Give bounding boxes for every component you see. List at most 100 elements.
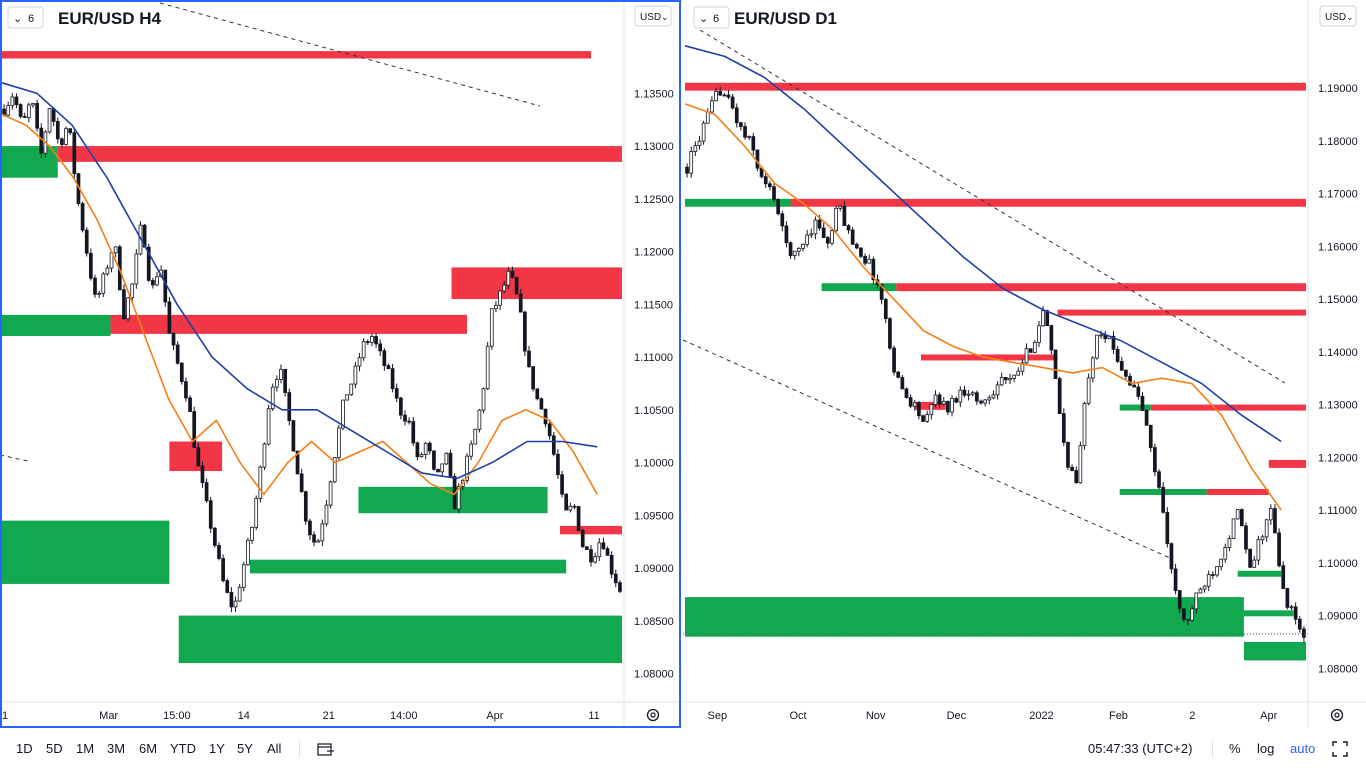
candle-body — [966, 393, 971, 396]
candle-body — [171, 332, 176, 346]
candle-body — [576, 506, 581, 532]
candle-body — [722, 94, 727, 97]
candle-body — [370, 336, 374, 343]
candle-body — [386, 365, 391, 370]
candle-body — [772, 186, 776, 200]
range-1m-button[interactable]: 1M — [76, 741, 95, 756]
candle-body — [689, 151, 694, 174]
range-3m-button[interactable]: 3M — [107, 741, 126, 756]
candle-body — [481, 388, 486, 411]
candle-body — [1219, 558, 1223, 568]
candle-body — [780, 213, 785, 227]
candle-body — [1252, 559, 1257, 568]
x-tick-label: 21 — [0, 710, 8, 722]
ma-fast-line — [1, 113, 598, 496]
x-tick-label: 2022 — [1029, 710, 1053, 722]
chart-panel-h4[interactable]: 1.13500 1.13000 1.12500 1.12000 1.11500 1.110… — [0, 0, 681, 730]
candle-body — [89, 252, 93, 279]
candle-body — [1032, 341, 1037, 353]
chevron-down-icon: ⌄ — [661, 12, 669, 22]
candle-body — [527, 350, 531, 367]
candle-body — [1227, 538, 1232, 548]
candle-body — [983, 399, 987, 404]
candle-body — [510, 270, 515, 278]
candle-body — [697, 140, 702, 147]
x-tick-label: 11 — [588, 710, 599, 722]
candle-body — [324, 504, 329, 525]
candle-body — [1086, 377, 1091, 404]
currency-label: USD — [640, 12, 661, 23]
x-tick-label: Sep — [708, 710, 728, 722]
date-range-icon[interactable] — [317, 741, 335, 757]
settings-gear-icon[interactable] — [646, 708, 660, 722]
range-1y-button[interactable]: 1Y — [209, 741, 225, 756]
range-5y-button[interactable]: 5Y — [237, 741, 253, 756]
settings-gear-icon[interactable] — [1330, 708, 1344, 722]
fullscreen-icon[interactable] — [1332, 741, 1348, 757]
candle-body — [1153, 447, 1157, 473]
chevron-down-icon: ⌄ — [699, 13, 708, 25]
candle-body — [440, 463, 445, 473]
candle-body — [597, 542, 602, 558]
candle-body — [97, 292, 101, 295]
range-all-button[interactable]: All — [267, 741, 282, 756]
candle-body — [1024, 348, 1029, 364]
candle-body — [618, 582, 622, 592]
candle-body — [184, 381, 188, 399]
candle-body — [18, 104, 23, 117]
candle-body — [518, 293, 523, 313]
range-5d-button[interactable]: 5D — [46, 741, 63, 756]
candle-body — [221, 558, 225, 582]
y-tick-label: 1.09000 — [1318, 611, 1358, 623]
chart-panel-d1[interactable]: 1.19000 1.18000 1.17000 1.16000 1.15000 1.140… — [682, 0, 1366, 730]
candle-body — [80, 203, 85, 231]
candle-body — [254, 498, 259, 528]
candle-body — [1057, 378, 1062, 415]
candle-body — [390, 368, 395, 389]
candle-body — [337, 427, 341, 458]
candle-body — [821, 227, 826, 238]
candle-body — [842, 205, 847, 227]
auto-scale-toggle[interactable]: auto — [1290, 741, 1316, 756]
x-tick-label: Dec — [947, 710, 967, 722]
candle-body — [258, 466, 263, 499]
candle-body — [279, 368, 283, 380]
range-6m-button[interactable]: 6M — [139, 741, 158, 756]
candle-body — [1004, 377, 1008, 381]
clock-timezone[interactable]: 05:47:33 (UTC+2) — [1088, 741, 1193, 756]
percent-toggle[interactable]: % — [1229, 741, 1241, 756]
candle-body — [908, 397, 913, 407]
candle-body — [1144, 410, 1149, 426]
y-tick-label: 1.08000 — [634, 669, 674, 681]
currency-dropdown[interactable]: USD ⌄ — [634, 5, 672, 27]
candle-body — [838, 205, 843, 209]
candle-body — [523, 311, 527, 352]
interval-dropdown[interactable]: ⌄ 6 — [7, 6, 44, 29]
candle-body — [958, 389, 963, 403]
y-tick-label: 1.10500 — [634, 405, 674, 417]
toolbar-divider — [299, 740, 300, 758]
currency-dropdown[interactable]: USD ⌄ — [1319, 5, 1357, 27]
interval-dropdown[interactable]: ⌄ 6 — [693, 6, 730, 29]
candle-body — [403, 414, 407, 422]
candle-body — [718, 90, 723, 96]
candle-body — [1277, 532, 1281, 567]
active-chart-border — [0, 0, 681, 728]
range-1d-button[interactable]: 1D — [16, 741, 33, 756]
log-toggle[interactable]: log — [1257, 741, 1275, 756]
candle-body — [755, 149, 760, 169]
candle-body — [1061, 413, 1066, 443]
candle-body — [547, 423, 552, 437]
ma-slow-line — [684, 45, 1282, 443]
candle-body — [378, 343, 383, 352]
candle-body — [225, 580, 230, 593]
candle-body — [813, 219, 818, 235]
candle-body — [1211, 574, 1215, 577]
candle-body — [146, 246, 151, 281]
x-tick-label: 14:00 — [390, 710, 418, 722]
y-tick-label: 1.08000 — [1318, 663, 1358, 675]
candle-body — [613, 573, 618, 584]
candle-body — [411, 421, 416, 444]
candle-body — [859, 247, 863, 257]
range-ytd-button[interactable]: YTD — [170, 741, 196, 756]
